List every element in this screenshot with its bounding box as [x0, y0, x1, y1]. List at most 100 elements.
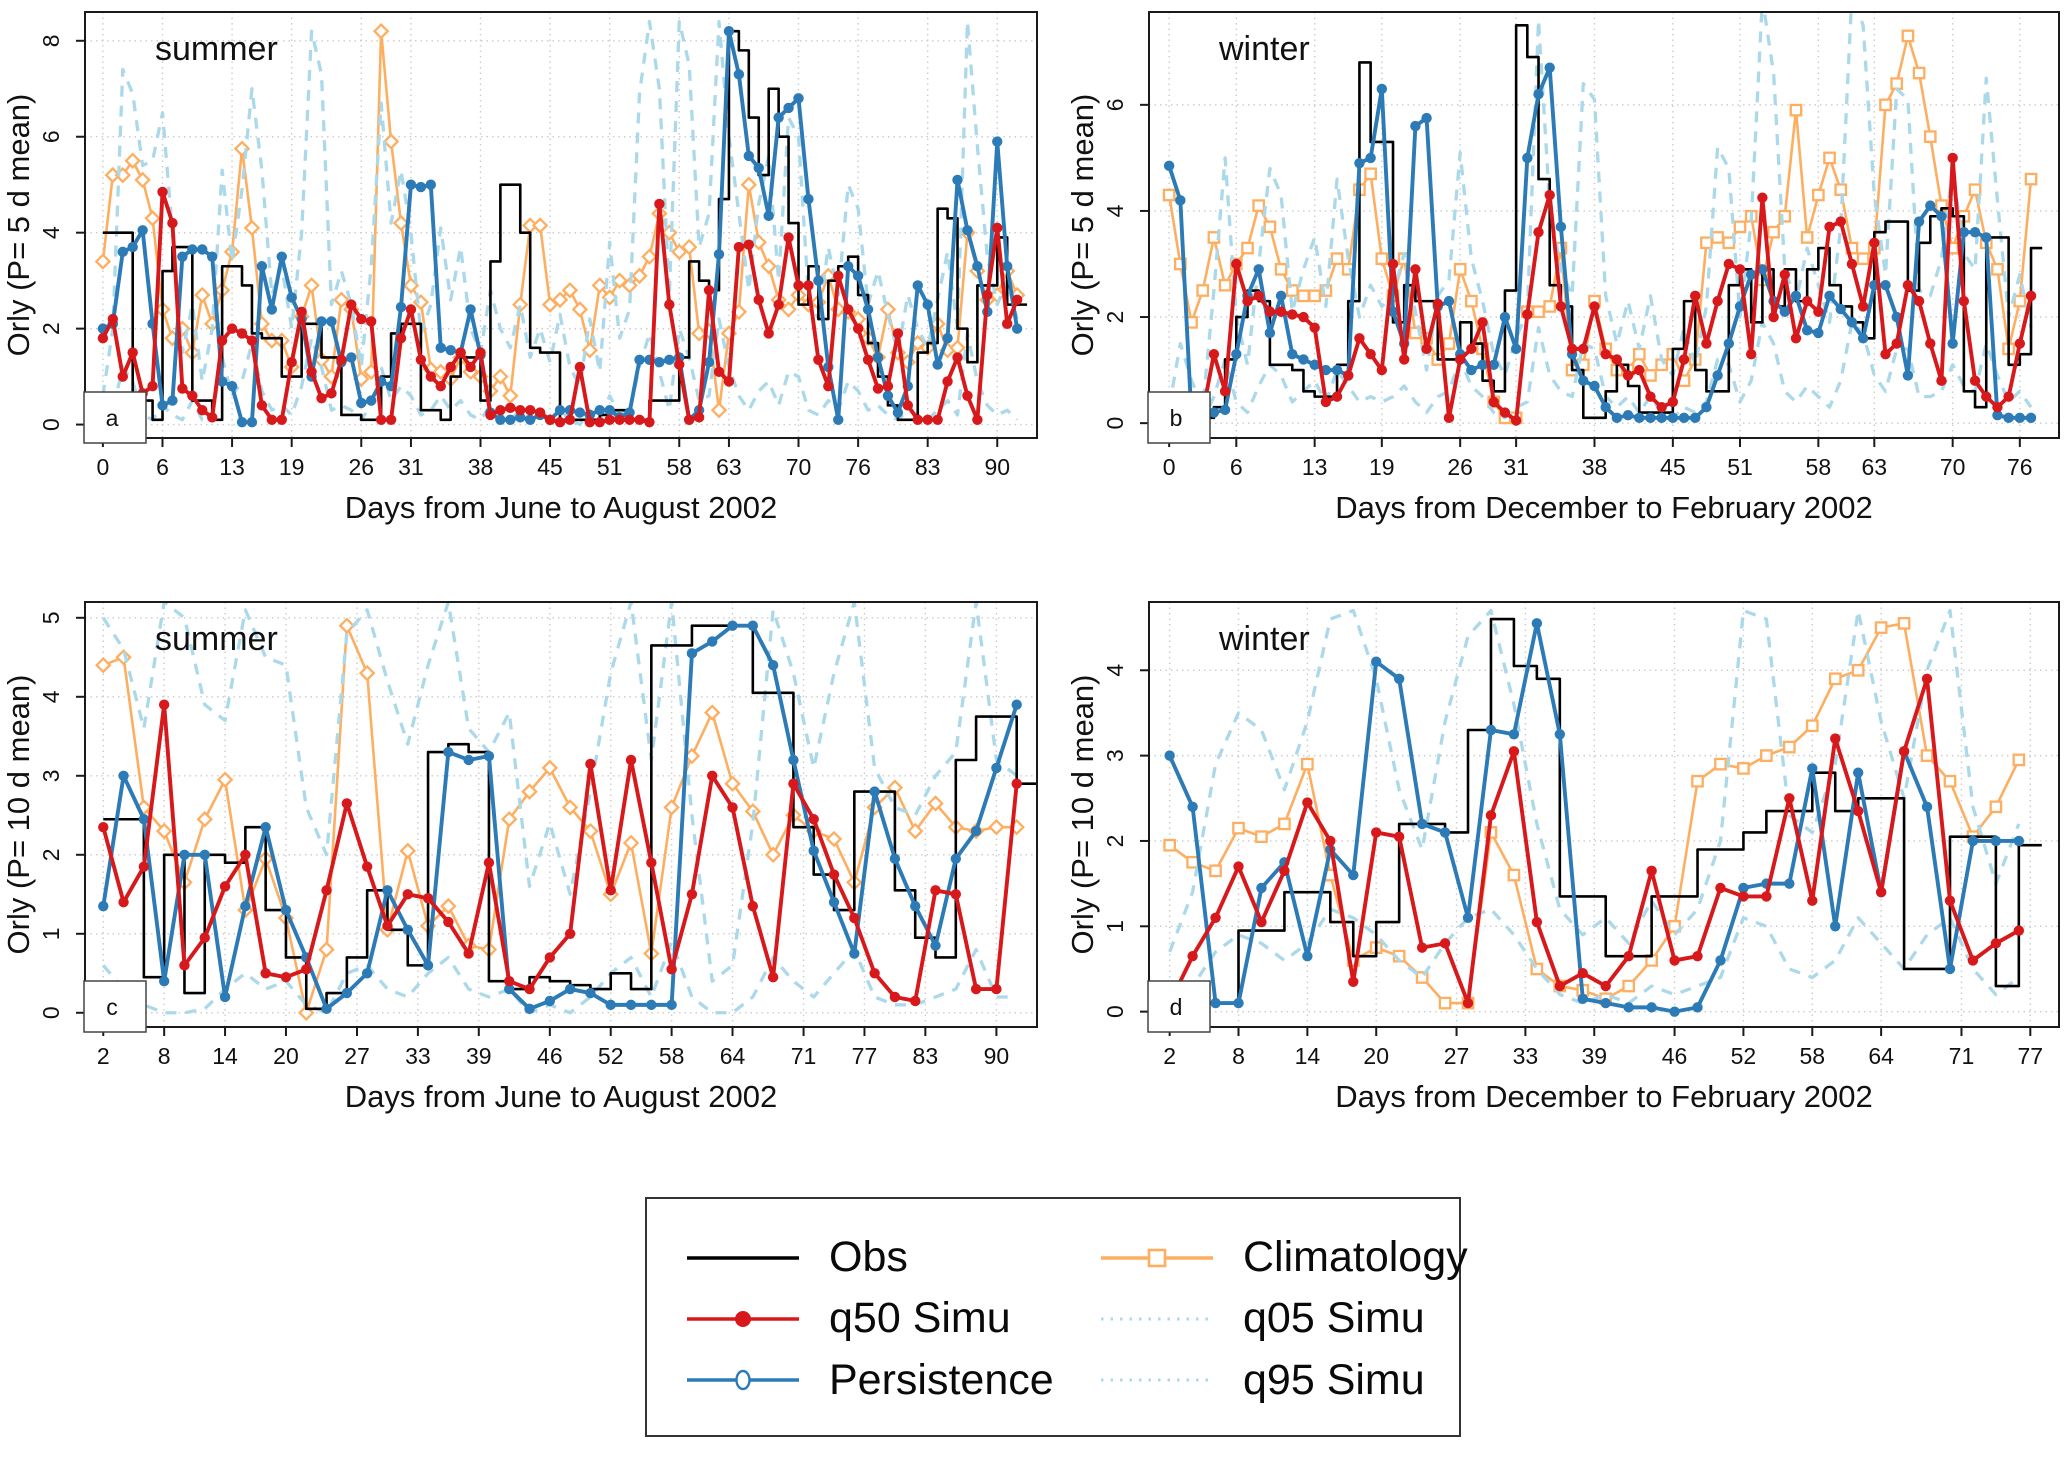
x-tick-label: 45: [537, 454, 563, 480]
climatology-line-sample-icon: [1101, 1248, 1213, 1267]
y-tick-label: 1: [1102, 920, 1128, 933]
series-q95_simu: [1168, 608, 2021, 953]
y-tick-label: 8: [38, 34, 64, 47]
x-tick-label: 63: [1862, 454, 1888, 480]
plot-border: [84, 11, 1038, 439]
x-tick-label: 14: [212, 1043, 238, 1069]
legend-label-q50-simu: q50 Simu: [829, 1294, 1011, 1343]
x-tick-label: 71: [791, 1043, 817, 1069]
x-tick-label: 38: [468, 454, 494, 480]
series-q95_simu: [101, 602, 1018, 983]
panel-letter-box: [83, 980, 147, 1033]
x-tick-label: 13: [1302, 454, 1328, 480]
q50-line-sample-icon: [687, 1310, 799, 1327]
x-tick-label: 8: [158, 1043, 171, 1069]
x-tick-label: 70: [1940, 454, 1966, 480]
y-tick-label: 4: [1102, 664, 1128, 677]
x-tick-label: 19: [279, 454, 305, 480]
x-tick-label: 33: [1513, 1043, 1539, 1069]
x-tick-label: 14: [1295, 1043, 1321, 1069]
y-tick-label: 4: [38, 690, 64, 703]
y-tick-label: 2: [1102, 311, 1128, 324]
legend-item-q95-simu: q95 Simu: [1097, 1350, 1468, 1411]
series-persistence: [101, 623, 1019, 1011]
panel-letter: c: [106, 994, 118, 1020]
plot-border: [1148, 11, 2060, 439]
x-tick-label: 0: [96, 454, 109, 480]
season-label: summer: [155, 620, 278, 658]
y-tick-label: 0: [1102, 417, 1128, 430]
x-tick-label: 58: [1799, 1043, 1825, 1069]
y-tick-label: 2: [38, 848, 64, 861]
series-q05_simu: [102, 940, 1017, 1015]
q95-line-sample-icon: [1101, 1378, 1213, 1382]
series-obs: [1169, 617, 2042, 1005]
markers-persistence: [98, 620, 1022, 1015]
series-layer: [1162, 12, 2043, 426]
panel-letter-box: [1147, 980, 1211, 1033]
panel-letter: b: [1170, 405, 1183, 431]
x-tick-label: 0: [1163, 454, 1176, 480]
panel-d-chart: 2 8 14 20 27 33 39 46 52 58 64 71 77 0 1 2 3 4 Days from D…: [1065, 601, 2060, 1114]
series-q50_simu: [1167, 676, 2020, 1006]
y-axis-label: Orly (P= 5 d mean): [1, 94, 36, 357]
x-tick-label: 52: [598, 1043, 624, 1069]
x-tick-label: 64: [720, 1043, 746, 1069]
series-q50_simu: [101, 702, 1019, 1003]
x-tick-label: 83: [915, 454, 941, 480]
x-tick-label: 27: [1444, 1043, 1470, 1069]
x-tick-label: 76: [845, 454, 871, 480]
persistence-line-sample-icon: [687, 1370, 799, 1391]
series-q95_simu: [101, 19, 1019, 397]
x-tick-label: 58: [1806, 454, 1832, 480]
x-tick-label: 20: [273, 1043, 299, 1069]
q05-line-sample-icon: [1101, 1317, 1213, 1321]
y-tick-label: 0: [1102, 1005, 1128, 1018]
y-tick-label: 1: [38, 927, 64, 940]
x-tick-label: 63: [716, 454, 742, 480]
x-tick-label: 83: [913, 1043, 939, 1069]
markers-q50_simu: [97, 186, 1023, 428]
panel-c-chart: 2 8 14 20 27 33 39 46 52 58 64 71 77 83 90 0 1 2 3 4 5 Days f…: [1, 601, 1038, 1114]
markers-q50_simu: [98, 699, 1022, 1007]
legend-label-q05-simu: q05 Simu: [1243, 1294, 1425, 1343]
x-tick-label: 58: [659, 1043, 685, 1069]
markers-persistence: [1163, 62, 2037, 424]
x-tick-label: 76: [2007, 454, 2033, 480]
series-obs: [103, 624, 1037, 1011]
x-tick-label: 38: [1582, 454, 1608, 480]
x-tick-label: 46: [537, 1043, 563, 1069]
x-tick-label: 46: [1662, 1043, 1688, 1069]
markers-persistence: [1164, 618, 2025, 1017]
x-tick-label: 13: [219, 454, 245, 480]
y-tick-label: 4: [38, 226, 64, 239]
x-tick-label: 8: [1232, 1043, 1245, 1069]
y-axis-label: Orly (P= 5 d mean): [1065, 94, 1100, 357]
x-tick-label: 70: [786, 454, 812, 480]
legend-label-obs: Obs: [829, 1233, 908, 1282]
panel-letter: d: [1170, 994, 1183, 1020]
legend-item-climatology: Climatology: [1097, 1227, 1468, 1288]
series-q95_simu: [1167, 12, 2033, 409]
x-tick-label: 51: [1727, 454, 1753, 480]
x-tick-label: 90: [984, 1043, 1010, 1069]
series-q05_simu: [1168, 907, 2020, 1005]
panel-b-chart: 0 6 13 19 26 31 38 45 51 58 63 70 76 0 2 4 6 Days from De…: [1065, 11, 2060, 525]
x-tick-label: 90: [984, 454, 1010, 480]
y-tick-label: 3: [1102, 749, 1128, 762]
markers-q50_simu: [1164, 673, 2025, 1009]
x-tick-label: 51: [597, 454, 623, 480]
x-tick-label: 39: [466, 1043, 492, 1069]
x-tick-label: 64: [1868, 1043, 1894, 1069]
x-tick-label: 71: [1949, 1043, 1975, 1069]
x-tick-label: 77: [2018, 1043, 2044, 1069]
panel-letter: a: [106, 405, 119, 431]
x-tick-label: 31: [1503, 454, 1529, 480]
x-axis-label: Days from June to August 2002: [345, 1079, 778, 1114]
legend-item-q05-simu: q05 Simu: [1097, 1288, 1468, 1349]
y-tick-label: 0: [38, 418, 64, 431]
gridlines: [85, 12, 1037, 438]
x-tick-label: 52: [1731, 1043, 1757, 1069]
x-tick-label: 45: [1660, 454, 1686, 480]
series-persistence: [1167, 65, 2032, 420]
